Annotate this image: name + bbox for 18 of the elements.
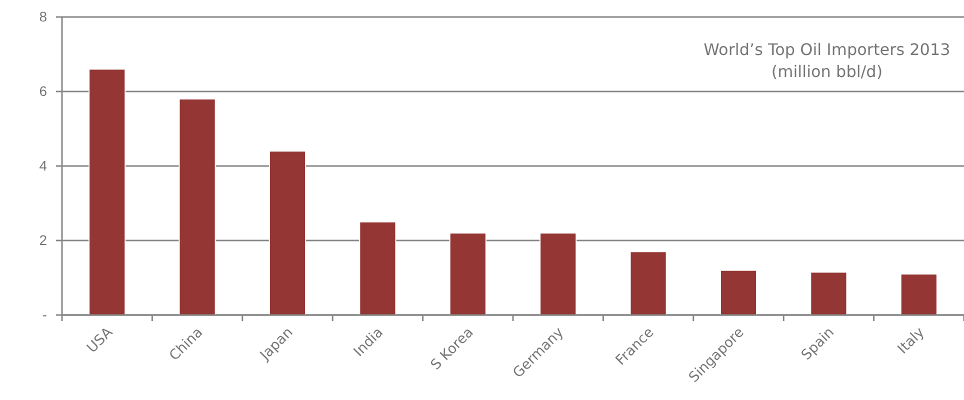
y-tick-label: 4 — [39, 157, 48, 174]
text: World’s Top Oil Importers 2013 — [704, 40, 950, 59]
bar — [630, 251, 667, 316]
bar — [810, 272, 848, 316]
bar — [178, 98, 216, 316]
y-tick-label: 6 — [39, 82, 48, 99]
bar — [720, 270, 758, 316]
y-tick-label: 8 — [39, 8, 48, 24]
bar — [449, 232, 486, 316]
text: (million bbl/d) — [771, 62, 883, 81]
bar — [900, 274, 938, 316]
x-tick-label: USA — [84, 324, 116, 356]
bar — [268, 150, 306, 316]
y-tick-label: - — [42, 306, 48, 322]
bar — [88, 68, 126, 316]
bar — [359, 221, 396, 316]
y-tick-label: 2 — [39, 232, 48, 248]
bar — [540, 232, 577, 316]
